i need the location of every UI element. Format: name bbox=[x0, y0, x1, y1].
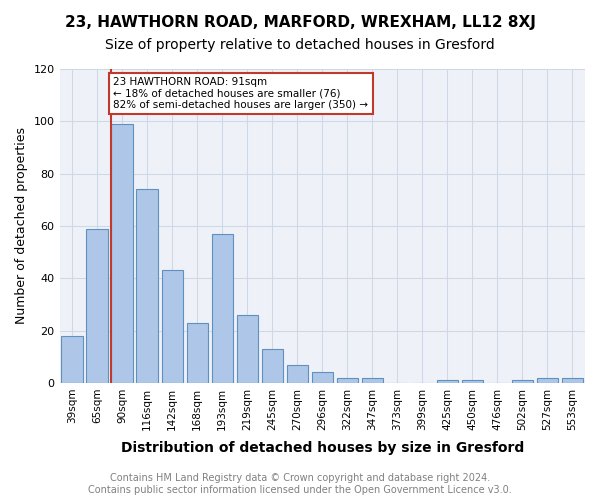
Text: 23 HAWTHORN ROAD: 91sqm
← 18% of detached houses are smaller (76)
82% of semi-de: 23 HAWTHORN ROAD: 91sqm ← 18% of detache… bbox=[113, 77, 368, 110]
Bar bbox=[212, 234, 233, 383]
Bar bbox=[161, 270, 183, 383]
Y-axis label: Number of detached properties: Number of detached properties bbox=[15, 128, 28, 324]
Bar bbox=[187, 322, 208, 383]
Bar bbox=[437, 380, 458, 383]
Bar bbox=[86, 228, 108, 383]
Text: Size of property relative to detached houses in Gresford: Size of property relative to detached ho… bbox=[105, 38, 495, 52]
Bar bbox=[236, 315, 258, 383]
Bar bbox=[337, 378, 358, 383]
Bar bbox=[311, 372, 333, 383]
Bar bbox=[462, 380, 483, 383]
X-axis label: Distribution of detached houses by size in Gresford: Distribution of detached houses by size … bbox=[121, 441, 524, 455]
Bar bbox=[512, 380, 533, 383]
Bar bbox=[537, 378, 558, 383]
Bar bbox=[61, 336, 83, 383]
Bar bbox=[136, 190, 158, 383]
Bar bbox=[562, 378, 583, 383]
Text: Contains HM Land Registry data © Crown copyright and database right 2024.
Contai: Contains HM Land Registry data © Crown c… bbox=[88, 474, 512, 495]
Bar bbox=[112, 124, 133, 383]
Bar bbox=[287, 364, 308, 383]
Text: 23, HAWTHORN ROAD, MARFORD, WREXHAM, LL12 8XJ: 23, HAWTHORN ROAD, MARFORD, WREXHAM, LL1… bbox=[65, 15, 535, 30]
Bar bbox=[262, 349, 283, 383]
Bar bbox=[362, 378, 383, 383]
